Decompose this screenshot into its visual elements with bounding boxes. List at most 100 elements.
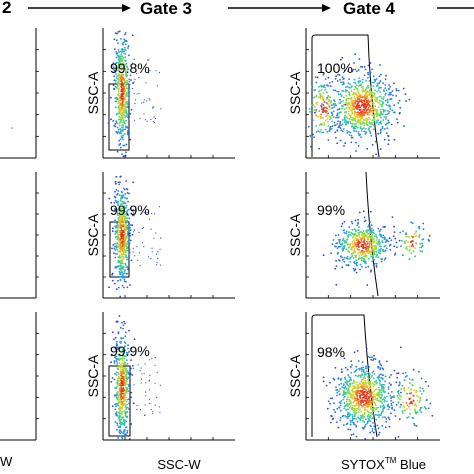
- gate4-panel-3-event: [415, 394, 418, 397]
- gate4-panel-1-event: [338, 74, 341, 76]
- gate3-panel-3-event: [114, 347, 117, 349]
- gate4-panel-1-event: [318, 147, 320, 150]
- gate4-panel-1-event: [353, 99, 355, 102]
- gate3-panel-1-event: [117, 31, 120, 33]
- gate4-panel-1-event: [388, 121, 390, 124]
- gate3-panel-2-event: [119, 241, 121, 243]
- gate3-panel-3-event: [119, 429, 121, 432]
- gate4-panel-1-event: [391, 90, 394, 92]
- gate3-panel-1-event: [123, 52, 125, 55]
- gate4-panel-3-event: [331, 415, 333, 417]
- gate3-panel-2-event: [120, 210, 122, 213]
- gate4-panel-3-event: [382, 404, 385, 406]
- gate4-panel-1-event: [328, 127, 331, 130]
- gate4-panel-3-event: [387, 408, 390, 411]
- gate4-panel-1-event: [383, 128, 386, 130]
- gate3-panel-3-event: [115, 371, 118, 374]
- gate4-panel-2-event: [374, 262, 376, 265]
- gate4-panel-1-event: [372, 95, 374, 98]
- gate4-panel-1-event: [332, 104, 334, 106]
- gate4-panel-1-event: [322, 99, 325, 101]
- gate3-panel-1-event: [124, 109, 127, 111]
- gate4-panel-1-event: [329, 85, 332, 87]
- gate4-panel-1-event: [377, 101, 380, 104]
- gate4-panel-1-event: [327, 95, 330, 98]
- gate3-panel-3-event: [124, 322, 126, 325]
- gate4-panel-2-event: [332, 239, 335, 241]
- gate4-panel-1-event: [322, 95, 324, 98]
- gate4-panel-1-event: [368, 80, 371, 82]
- gate3-panel-3-event: [120, 366, 122, 369]
- gate4-panel-3-event: [361, 401, 364, 403]
- gate4-panel-3-event: [362, 368, 365, 371]
- gate3-panel-1-event: [127, 94, 130, 96]
- gate4-panel-2-event: [362, 252, 364, 255]
- gate4-panel-3-event: [386, 395, 388, 398]
- gate3-panel-1-event: [122, 95, 124, 98]
- gate4-panel-2-event: [357, 218, 359, 221]
- gate4-panel-3-event: [390, 374, 392, 376]
- gate3-panel-3-event: [123, 424, 126, 427]
- gate4-panel-3-event: [387, 405, 390, 408]
- gate4-panel-3-event: [351, 398, 353, 400]
- gate4-panel-3-event: [390, 402, 393, 405]
- gate3-panel-3-event: [118, 354, 120, 357]
- gate4-panel-1-event: [364, 92, 367, 94]
- gate4-panel-3-event: [391, 408, 393, 410]
- gate4-panel-1-event: [361, 128, 364, 131]
- gate4-panel-3-event: [351, 406, 354, 409]
- gate4-panel-3-event: [351, 419, 354, 422]
- gate3-panel-2-event: [126, 228, 129, 230]
- gate4-panel-3-event: [356, 397, 359, 400]
- gate4-panel-3-event: [378, 431, 381, 434]
- gate3-panel-1-event: [121, 87, 124, 90]
- gate4-panel-2-event: [365, 247, 368, 250]
- gate4-panel-1-event: [364, 128, 367, 130]
- gate4-panel-1-event: [354, 123, 356, 126]
- gate3-panel-1-event: [121, 92, 124, 95]
- gate3-panel-1-event: [112, 66, 115, 69]
- gate4-panel-3-event: [381, 402, 383, 404]
- gate4-panel-2-event: [400, 240, 403, 242]
- gate4-panel-3-event: [397, 401, 400, 403]
- gate3-panel-2-event: [117, 235, 119, 238]
- gate4-panel-1-event: [356, 114, 359, 116]
- gate4-panel-3-event: [340, 368, 343, 371]
- gate3-panel-2-outlier: [148, 218, 151, 220]
- gate4-panel-1-event: [321, 111, 324, 113]
- gate3-panel-2-event: [117, 233, 120, 236]
- gate3-panel-2-event: [114, 236, 117, 239]
- axis-ticks: [36, 49, 419, 440]
- gate3-panel-1-event: [124, 56, 127, 58]
- gate4-panel-1-percent: 100%: [317, 60, 353, 76]
- gate4-panel-1-event: [322, 108, 325, 111]
- gate3-panel-1-event: [123, 91, 126, 93]
- gate4-panel-3-event: [408, 378, 411, 380]
- gate4-panel-3-event: [336, 394, 338, 397]
- gate3-panel-2-outlier: [153, 237, 155, 239]
- gate3-panel-3-event: [120, 392, 123, 395]
- gate4-panel-2-event: [353, 241, 356, 244]
- gate4-panel-2-event: [362, 247, 365, 250]
- gate4-panel-1-event: [333, 100, 336, 103]
- gate3-panel-1-event: [122, 43, 124, 46]
- gate4-panel-1-event: [363, 65, 366, 68]
- gate4-panel-3-event: [412, 368, 415, 371]
- gate3-panel-2-event: [121, 262, 124, 265]
- gate3-panel-3-event: [116, 362, 119, 364]
- gate3-panel-2-event: [114, 182, 117, 185]
- gate4-panel-1-event: [377, 89, 380, 92]
- gate4-panel-1-event: [369, 96, 372, 98]
- gate3-panel-2-event: [113, 247, 116, 250]
- gate4-panel-3-event: [411, 416, 414, 419]
- gate3-panel-2-event: [120, 247, 123, 250]
- gate4-panel-2-event: [405, 247, 407, 250]
- gate4-panel-3-event: [414, 403, 417, 405]
- gate3-panel-3-event: [123, 349, 125, 352]
- gate4-panel-3-event: [363, 375, 366, 377]
- gate3-panel-3-event: [121, 321, 123, 324]
- gate3-panel-2-event: [120, 215, 122, 218]
- gate4-panel-2-event: [364, 260, 367, 263]
- gate4-panel-1-event: [361, 65, 364, 68]
- gate3-panel-3-outlier: [148, 398, 151, 400]
